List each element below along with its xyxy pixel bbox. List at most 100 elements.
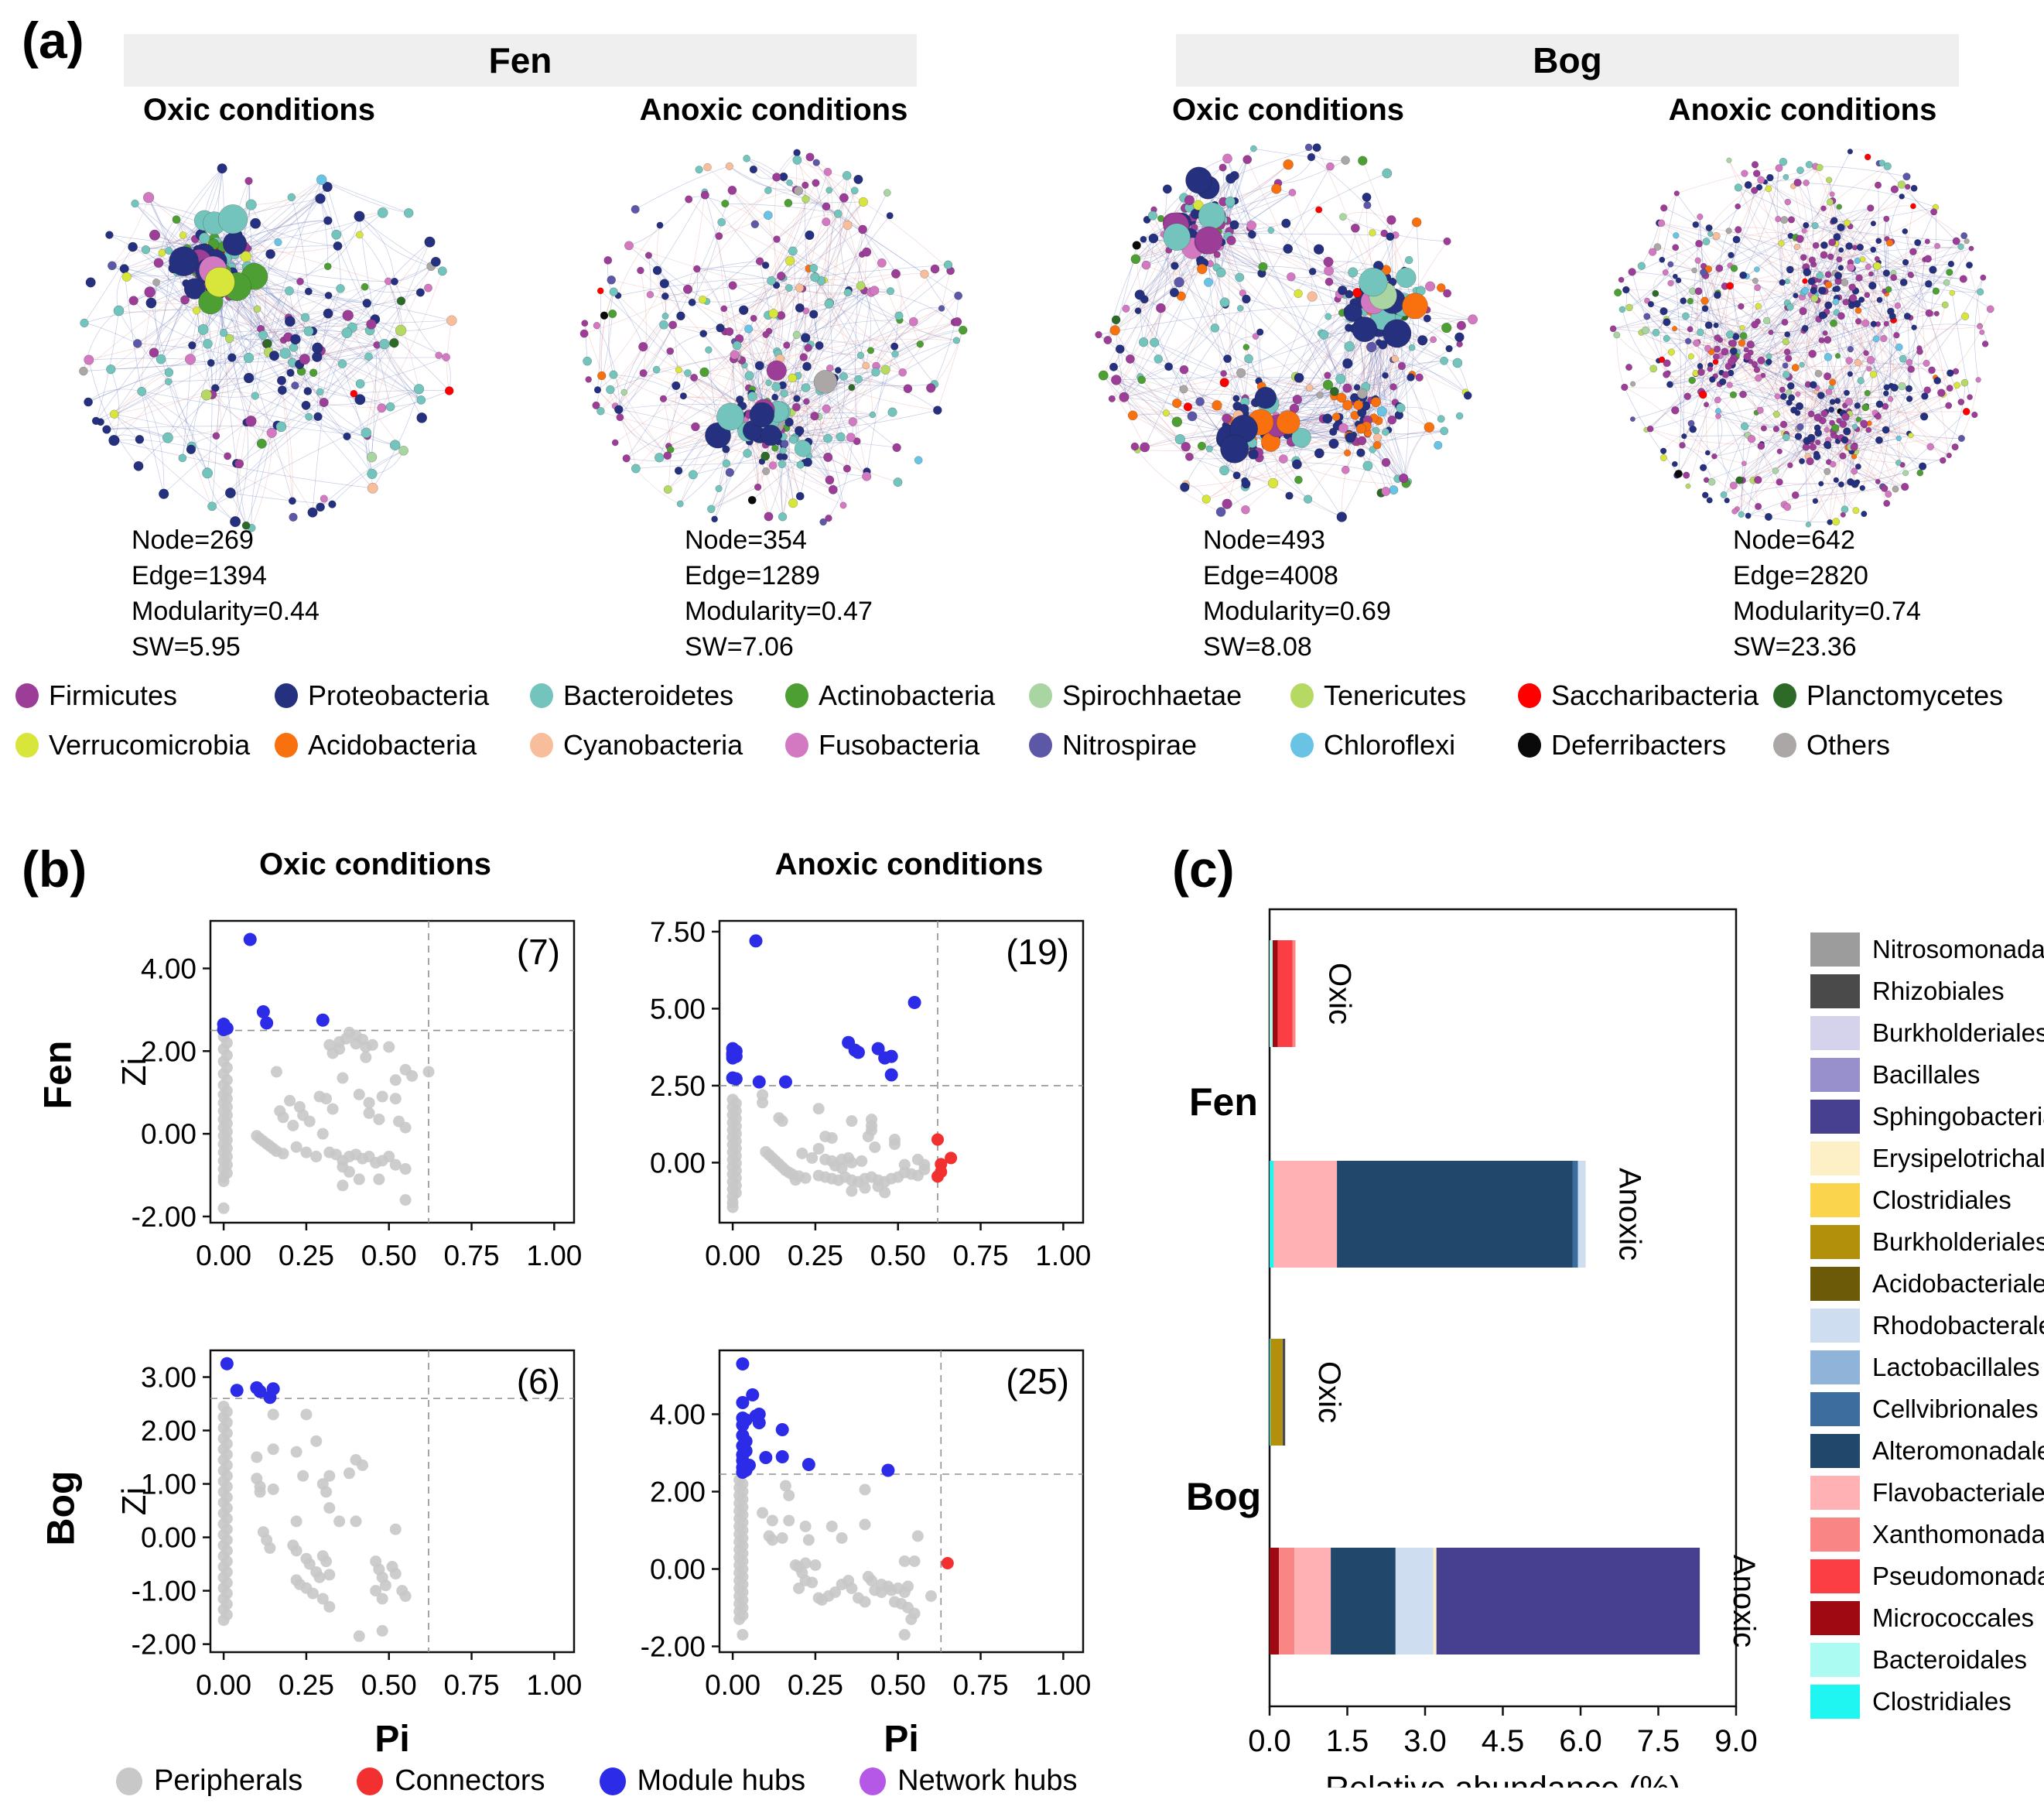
order-color-swatch-icon [1810,1309,1860,1343]
stat-node: Node=269 [132,525,254,555]
svg-text:0.50: 0.50 [870,1240,926,1271]
svg-text:-2.00: -2.00 [132,1629,197,1661]
order-legend-item-18-clostridiales: Clostridiales [1810,1685,2012,1719]
scatter-col-title-anoxic: Anoxic conditions [774,847,1044,881]
phylum-color-dot-icon [1773,683,1796,708]
phylum-label: Verrucomicrobia [49,729,251,761]
order-label: Xanthomonadales [1872,1520,2044,1548]
svg-text:2.00: 2.00 [141,1415,197,1447]
scatter-bog-anoxic: 4.00 2.00 0.00 -2.00 0.00 0.25 0.50 0.75 1.00 (25… [641,1349,1091,1701]
phylum-label: Chloroflexi [1324,729,1456,761]
phylum-label: Planctomycetes [1806,679,2004,711]
svg-text:0.00: 0.00 [141,1118,197,1150]
phylum-color-dot-icon [1029,733,1052,758]
hub-label: Peripherals [154,1764,303,1797]
network-title-fen-anoxic: Anoxic conditions [639,93,908,127]
order-color-swatch-icon [1810,1183,1860,1217]
hub-legend-item-module-hubs: Module hubs [599,1764,806,1798]
hub-legend-item-connectors: Connectors [357,1764,545,1798]
order-legend-item-8-acidobacteriales: Acidobacteriales [1810,1267,2044,1301]
stat-node: Node=493 [1203,525,1325,555]
network-title-bog-oxic: Oxic conditions [1171,93,1405,127]
phylum-label: Nitrospirae [1062,729,1198,761]
svg-text:0.00: 0.00 [196,1669,251,1701]
phylum-color-dot-icon [530,683,553,708]
svg-text:Zi: Zi [115,1487,153,1516]
phylum-label: Bacteroidetes [563,679,734,711]
phyla-legend-item-chloroflexi: Chloroflexi [1290,729,1455,761]
phylum-label: Tenericutes [1324,679,1467,711]
hub-legend-item-network-hubs: Network hubs [860,1764,1077,1798]
svg-text:0.50: 0.50 [361,1240,417,1271]
phylum-label: Actinobacteria [819,679,996,711]
phylum-color-dot-icon [785,733,808,758]
svg-text:1.00: 1.00 [1035,1240,1091,1271]
svg-text:0.25: 0.25 [788,1669,843,1701]
svg-text:0.75: 0.75 [953,1240,1009,1271]
stat-sw: SW=5.95 [132,632,241,662]
phylum-label: Cyanobacteria [563,729,743,761]
svg-text:Anoxic: Anoxic [1727,1555,1761,1648]
svg-text:1.5: 1.5 [1326,1724,1369,1758]
order-legend-item-12-alteromonadales: Alteromonadales [1810,1434,2044,1468]
network-graph-bog-oxic [1095,143,1478,522]
order-legend-item-0-nitrosomonadales: Nitrosomonadales [1810,932,2044,967]
stat-edge: Edge=4008 [1203,561,1338,590]
svg-text:9.0: 9.0 [1714,1724,1758,1758]
phylum-color-dot-icon [1518,733,1541,758]
svg-text:(25): (25) [1006,1361,1069,1401]
hub-label: Module hubs [637,1764,806,1797]
order-color-swatch-icon [1810,932,1860,967]
order-color-swatch-icon [1810,1058,1860,1092]
order-label: Acidobacteriales [1872,1269,2044,1298]
svg-text:Oxic: Oxic [1323,963,1357,1025]
phyla-legend-item-planctomycetes: Planctomycetes [1773,679,2003,712]
order-label: Bacillales [1872,1060,1981,1089]
order-legend-item-17-bacteroidales: Bacteroidales [1810,1643,2027,1677]
phyla-legend-item-saccharibacteria: Saccharibacteria [1518,679,1759,712]
svg-text:(6): (6) [517,1361,560,1401]
phyla-legend-item-tenericutes: Tenericutes [1290,679,1466,712]
group-banner-fen: Fen [124,34,917,87]
svg-text:0.00: 0.00 [141,1522,197,1554]
phylum-label: Deferribacters [1551,729,1727,761]
group-title-bog: Bog [1533,40,1602,80]
phyla-legend-item-proteobacteria: Proteobacteria [275,679,489,712]
stat-node: Node=642 [1733,525,1855,555]
phylum-color-dot-icon [1290,683,1314,708]
svg-text:2.50: 2.50 [650,1070,706,1102]
network-stats-fen-oxic: Node=269 Edge=1394 Modularity=0.44 SW=5.… [132,522,320,665]
svg-text:0.50: 0.50 [870,1669,926,1701]
order-label: Burkholderiales [1872,1227,2044,1256]
svg-text:0.25: 0.25 [279,1240,334,1271]
svg-text:0.75: 0.75 [444,1669,500,1701]
network-title-bog-anoxic: Anoxic conditions [1668,93,1937,127]
order-legend-item-9-rhodobacterales: Rhodobacterales [1810,1309,2044,1343]
order-color-swatch-icon [1810,974,1860,1008]
svg-text:1.00: 1.00 [1035,1669,1091,1701]
svg-text:(7): (7) [517,932,560,972]
stat-modularity: Modularity=0.74 [1733,597,1921,626]
phyla-legend-item-fusobacteria: Fusobacteria [785,729,979,761]
order-label: Rhizobiales [1872,977,2005,1005]
order-color-swatch-icon [1810,1685,1860,1719]
phylum-color-dot-icon [15,683,39,708]
svg-text:0.00: 0.00 [650,1554,706,1586]
network-stats-bog-oxic: Node=493 Edge=4008 Modularity=0.69 SW=8.… [1203,522,1391,665]
svg-text:3.0: 3.0 [1403,1724,1447,1758]
phylum-color-dot-icon [275,683,298,708]
stat-modularity: Modularity=0.69 [1203,597,1391,626]
scatter-fen-anoxic: 7.50 5.00 2.50 0.00 0.00 0.25 0.50 0.75 1.00 (19) [650,916,1091,1271]
stat-sw: SW=23.36 [1733,632,1857,662]
phyla-legend-item-acidobacteria: Acidobacteria [275,729,477,761]
phylum-color-dot-icon [275,733,298,758]
network-graph-fen-anoxic [579,149,968,526]
order-legend-item-10-lactobacillales: Lactobacillales [1810,1350,2039,1384]
phylum-color-dot-icon [785,683,808,708]
svg-text:Oxic: Oxic [1312,1361,1346,1423]
phylum-color-dot-icon [15,733,39,758]
phyla-legend-item-verrucomicrobia: Verrucomicrobia [15,729,250,761]
phylum-color-dot-icon [530,733,553,758]
order-color-swatch-icon [1810,1518,1860,1552]
order-label: Flavobacteriales [1872,1478,2044,1507]
